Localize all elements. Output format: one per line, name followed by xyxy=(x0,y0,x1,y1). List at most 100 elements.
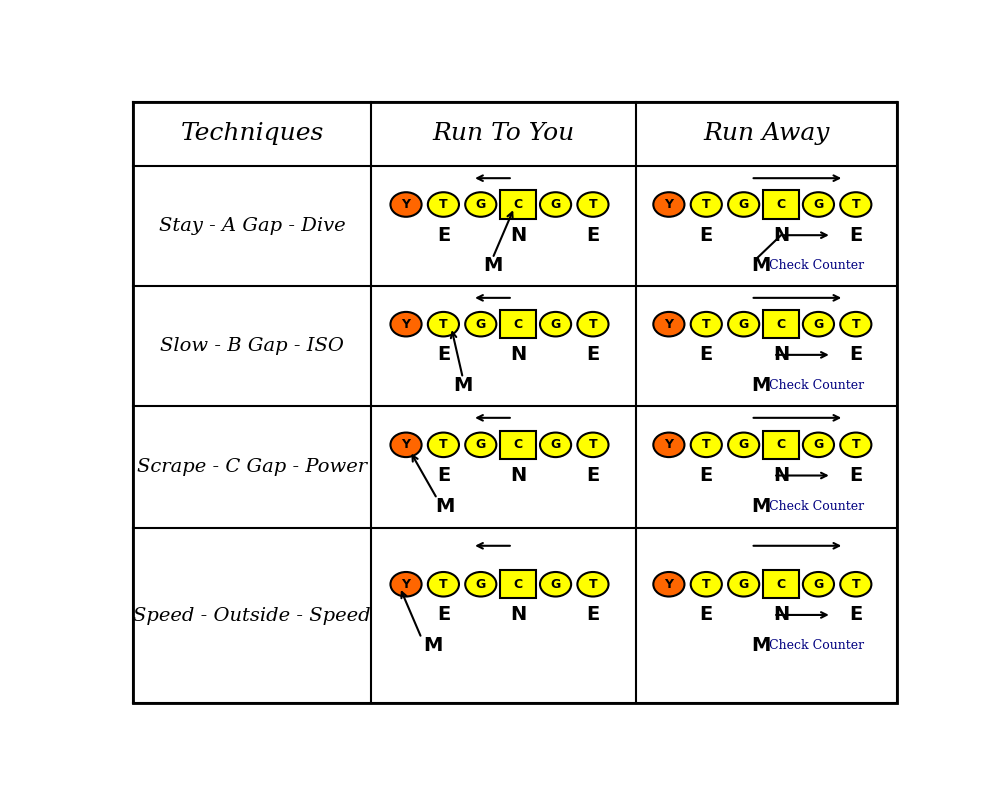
Text: Y: Y xyxy=(664,578,673,591)
Text: N: N xyxy=(773,226,789,245)
Circle shape xyxy=(840,433,871,457)
Text: T: T xyxy=(589,438,597,451)
Text: G: G xyxy=(813,198,823,211)
Text: Check Counter: Check Counter xyxy=(769,500,863,512)
Bar xyxy=(500,430,536,459)
Circle shape xyxy=(803,572,834,596)
Text: E: E xyxy=(849,606,862,624)
Circle shape xyxy=(428,192,459,217)
Text: M: M xyxy=(423,636,443,655)
Text: G: G xyxy=(739,438,749,451)
Text: Speed - Outside - Speed: Speed - Outside - Speed xyxy=(134,607,371,625)
Text: Run Away: Run Away xyxy=(704,123,829,146)
Circle shape xyxy=(465,192,496,217)
Text: T: T xyxy=(701,318,711,331)
Text: G: G xyxy=(475,578,485,591)
Text: E: E xyxy=(586,226,600,245)
Text: T: T xyxy=(701,438,711,451)
Text: T: T xyxy=(439,578,447,591)
Text: E: E xyxy=(437,606,450,624)
Text: Y: Y xyxy=(402,438,410,451)
Circle shape xyxy=(465,572,496,596)
Circle shape xyxy=(390,572,422,596)
Circle shape xyxy=(428,572,459,596)
Circle shape xyxy=(428,312,459,336)
Text: Y: Y xyxy=(664,198,673,211)
Bar xyxy=(500,570,536,599)
Text: C: C xyxy=(514,198,523,211)
Text: T: T xyxy=(439,438,447,451)
Circle shape xyxy=(390,433,422,457)
Text: N: N xyxy=(773,345,789,364)
Text: N: N xyxy=(511,345,527,364)
Text: Check Counter: Check Counter xyxy=(769,379,863,392)
Circle shape xyxy=(690,312,722,336)
Circle shape xyxy=(803,433,834,457)
Text: E: E xyxy=(849,345,862,364)
Circle shape xyxy=(690,192,722,217)
Text: E: E xyxy=(586,345,600,364)
Text: M: M xyxy=(752,497,771,516)
Text: E: E xyxy=(699,345,713,364)
Circle shape xyxy=(690,433,722,457)
Text: M: M xyxy=(435,497,454,516)
Circle shape xyxy=(653,312,684,336)
Bar xyxy=(763,310,799,338)
Text: E: E xyxy=(849,226,862,245)
Circle shape xyxy=(653,433,684,457)
Text: C: C xyxy=(777,318,786,331)
Text: Y: Y xyxy=(402,198,410,211)
Circle shape xyxy=(840,192,871,217)
Circle shape xyxy=(540,572,571,596)
Circle shape xyxy=(577,192,609,217)
Text: C: C xyxy=(777,438,786,451)
Text: M: M xyxy=(752,257,771,276)
Text: M: M xyxy=(453,376,472,395)
Circle shape xyxy=(653,572,684,596)
Text: C: C xyxy=(514,438,523,451)
Bar xyxy=(763,430,799,459)
Circle shape xyxy=(540,433,571,457)
Text: G: G xyxy=(551,578,561,591)
Text: Y: Y xyxy=(664,318,673,331)
Text: C: C xyxy=(514,318,523,331)
Bar xyxy=(500,190,536,218)
Text: T: T xyxy=(439,198,447,211)
Text: T: T xyxy=(851,198,860,211)
Text: Y: Y xyxy=(402,578,410,591)
Circle shape xyxy=(428,433,459,457)
Text: G: G xyxy=(813,438,823,451)
Text: T: T xyxy=(701,198,711,211)
Text: T: T xyxy=(589,198,597,211)
Bar xyxy=(763,190,799,218)
Circle shape xyxy=(803,192,834,217)
Text: Stay - A Gap - Dive: Stay - A Gap - Dive xyxy=(159,217,346,235)
Circle shape xyxy=(728,312,759,336)
Text: T: T xyxy=(701,578,711,591)
Text: M: M xyxy=(482,257,502,276)
Text: Check Counter: Check Counter xyxy=(769,259,863,273)
Text: T: T xyxy=(439,318,447,331)
Bar xyxy=(500,310,536,338)
Circle shape xyxy=(840,572,871,596)
Text: Run To You: Run To You xyxy=(432,123,575,146)
Text: E: E xyxy=(699,606,713,624)
Text: E: E xyxy=(437,226,450,245)
Text: T: T xyxy=(589,318,597,331)
Circle shape xyxy=(465,433,496,457)
Text: N: N xyxy=(773,606,789,624)
Text: G: G xyxy=(551,318,561,331)
Text: Y: Y xyxy=(402,318,410,331)
Text: G: G xyxy=(739,318,749,331)
Text: N: N xyxy=(511,466,527,485)
Text: T: T xyxy=(851,578,860,591)
Text: T: T xyxy=(851,318,860,331)
Circle shape xyxy=(390,192,422,217)
Circle shape xyxy=(840,312,871,336)
Bar xyxy=(763,570,799,599)
Text: G: G xyxy=(475,318,485,331)
Circle shape xyxy=(803,312,834,336)
Text: E: E xyxy=(849,466,862,485)
Circle shape xyxy=(540,312,571,336)
Text: M: M xyxy=(752,376,771,395)
